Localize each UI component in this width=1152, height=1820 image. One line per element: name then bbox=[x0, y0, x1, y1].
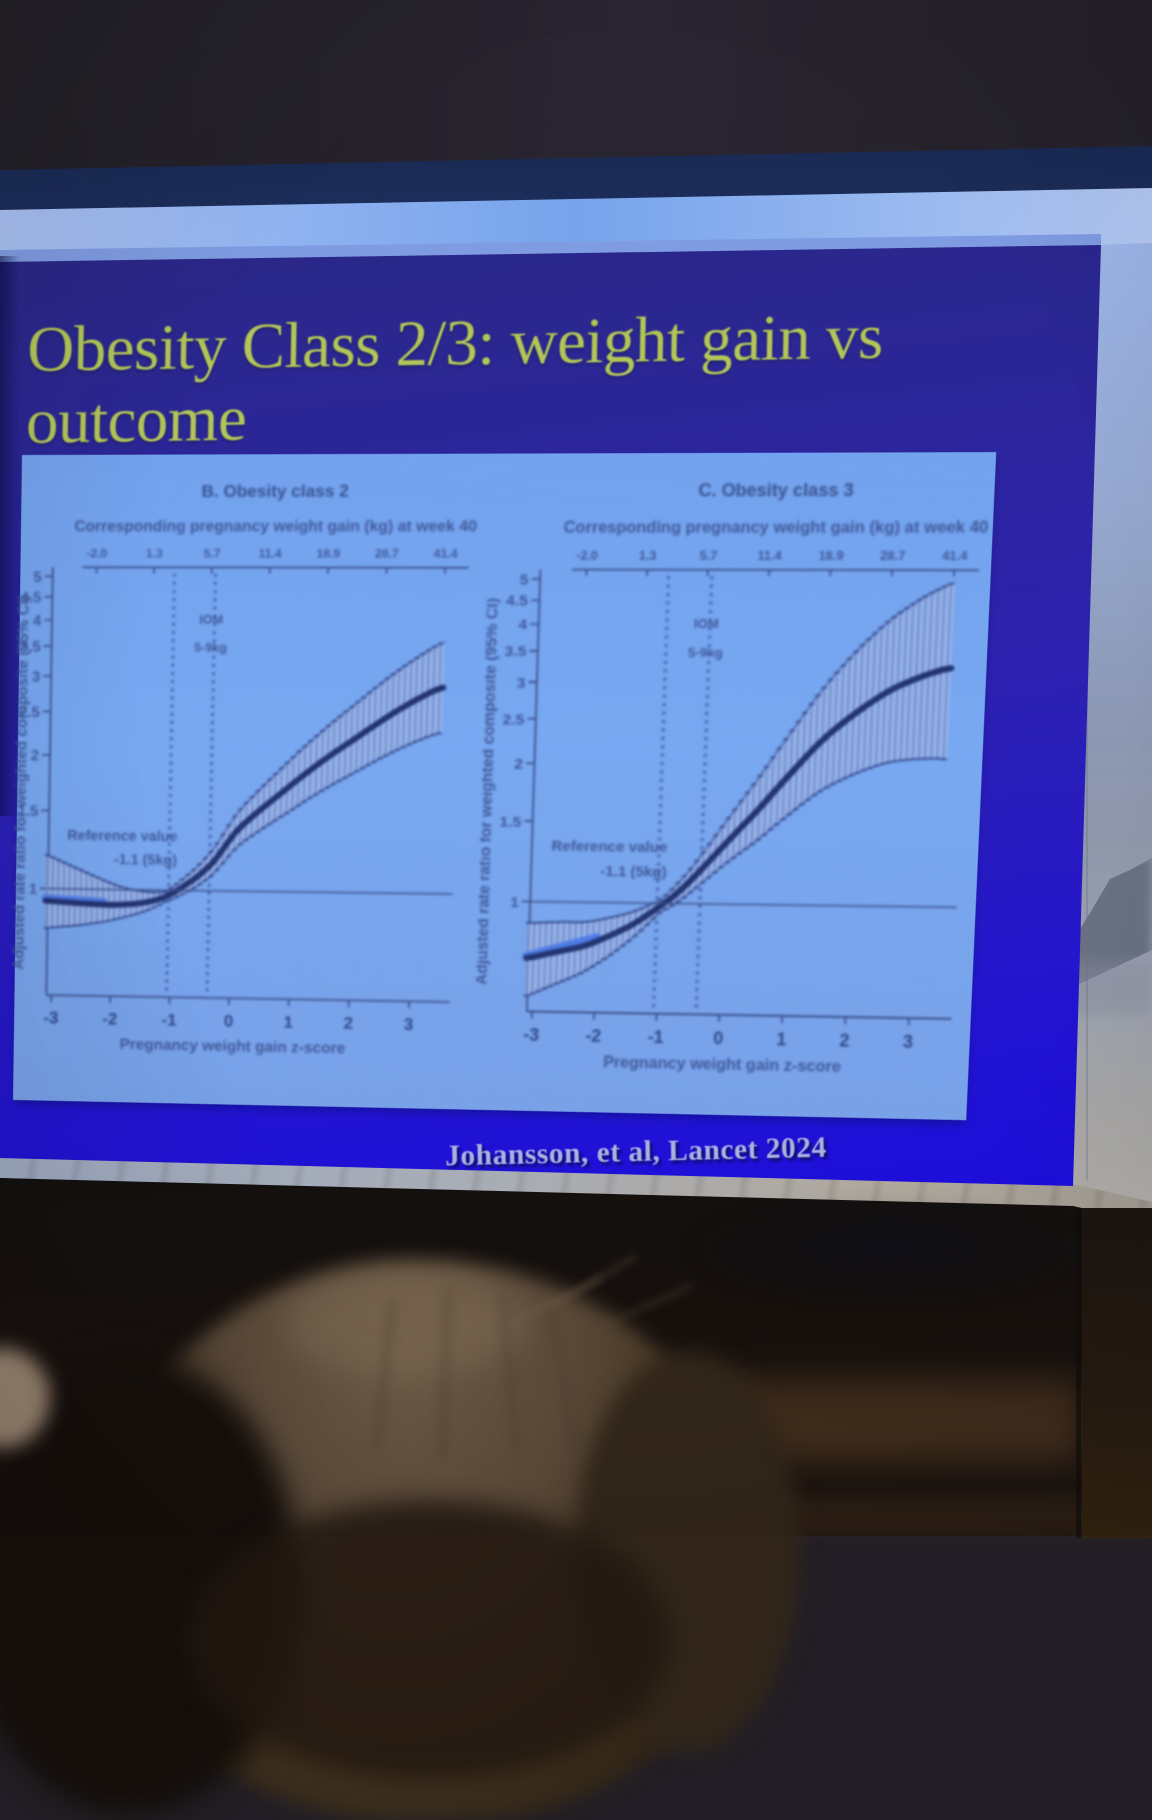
svg-text:Pregnancy weight gain z-score: Pregnancy weight gain z-score bbox=[119, 1036, 345, 1057]
svg-text:3: 3 bbox=[32, 669, 40, 686]
svg-text:0: 0 bbox=[224, 1012, 234, 1031]
svg-text:-2.0: -2.0 bbox=[86, 546, 107, 560]
svg-text:-1.1 (5kg): -1.1 (5kg) bbox=[114, 852, 178, 868]
svg-text:3.5: 3.5 bbox=[504, 643, 527, 660]
svg-text:41.4: 41.4 bbox=[433, 546, 458, 560]
svg-text:1.3: 1.3 bbox=[639, 548, 657, 562]
svg-text:Corresponding pregnancy weight: Corresponding pregnancy weight gain (kg)… bbox=[563, 519, 989, 536]
svg-text:3: 3 bbox=[903, 1032, 914, 1052]
svg-text:4: 4 bbox=[33, 613, 42, 630]
svg-text:11.4: 11.4 bbox=[258, 546, 282, 560]
svg-text:5.7: 5.7 bbox=[204, 546, 221, 560]
svg-text:2: 2 bbox=[31, 747, 39, 764]
svg-text:41.4: 41.4 bbox=[942, 548, 968, 562]
svg-text:5: 5 bbox=[520, 571, 530, 588]
svg-text:B. Obesity class 2: B. Obesity class 2 bbox=[201, 482, 349, 501]
svg-text:-1: -1 bbox=[161, 1011, 177, 1030]
svg-text:-3: -3 bbox=[43, 1009, 58, 1028]
svg-text:-2: -2 bbox=[102, 1010, 117, 1029]
svg-text:1: 1 bbox=[283, 1013, 293, 1032]
svg-text:5.7: 5.7 bbox=[699, 548, 717, 562]
svg-text:18.9: 18.9 bbox=[316, 546, 340, 560]
svg-text:IOM: IOM bbox=[694, 616, 720, 631]
svg-text:5-9kg: 5-9kg bbox=[194, 641, 227, 655]
svg-text:Reference value: Reference value bbox=[551, 839, 668, 856]
svg-text:5-9kg: 5-9kg bbox=[688, 645, 723, 660]
svg-text:1: 1 bbox=[776, 1029, 787, 1049]
svg-text:28.7: 28.7 bbox=[880, 548, 906, 562]
svg-text:-1.1 (5kg): -1.1 (5kg) bbox=[600, 864, 667, 881]
svg-text:1: 1 bbox=[29, 881, 37, 898]
svg-text:Reference value: Reference value bbox=[67, 828, 177, 845]
svg-text:Corresponding pregnancy weight: Corresponding pregnancy weight gain (kg)… bbox=[74, 518, 477, 535]
svg-text:Adjusted rate ratio for weight: Adjusted rate ratio for weighted composi… bbox=[11, 595, 33, 970]
svg-text:28.7: 28.7 bbox=[375, 546, 399, 560]
svg-text:18.9: 18.9 bbox=[818, 548, 844, 562]
svg-text:4: 4 bbox=[518, 617, 528, 634]
svg-text:2: 2 bbox=[514, 756, 523, 773]
svg-text:-2.0: -2.0 bbox=[576, 548, 598, 562]
svg-text:3: 3 bbox=[403, 1015, 413, 1034]
svg-text:3: 3 bbox=[516, 675, 525, 692]
svg-text:1.5: 1.5 bbox=[499, 813, 522, 830]
svg-text:4.5: 4.5 bbox=[506, 593, 529, 610]
svg-text:2: 2 bbox=[839, 1031, 850, 1051]
svg-text:1: 1 bbox=[510, 894, 520, 911]
svg-text:2.5: 2.5 bbox=[502, 711, 525, 728]
svg-text:-3: -3 bbox=[523, 1025, 540, 1045]
svg-text:1.3: 1.3 bbox=[146, 546, 163, 560]
svg-text:-2: -2 bbox=[585, 1026, 601, 1046]
svg-text:IOM: IOM bbox=[199, 613, 223, 627]
svg-text:5: 5 bbox=[33, 569, 42, 586]
svg-text:0: 0 bbox=[713, 1028, 724, 1048]
svg-text:2: 2 bbox=[343, 1014, 353, 1033]
svg-text:-1: -1 bbox=[648, 1027, 665, 1047]
svg-text:Pregnancy weight gain z-score: Pregnancy weight gain z-score bbox=[603, 1054, 842, 1075]
svg-text:C. Obesity class 3: C. Obesity class 3 bbox=[698, 480, 854, 501]
svg-text:11.4: 11.4 bbox=[757, 548, 782, 562]
